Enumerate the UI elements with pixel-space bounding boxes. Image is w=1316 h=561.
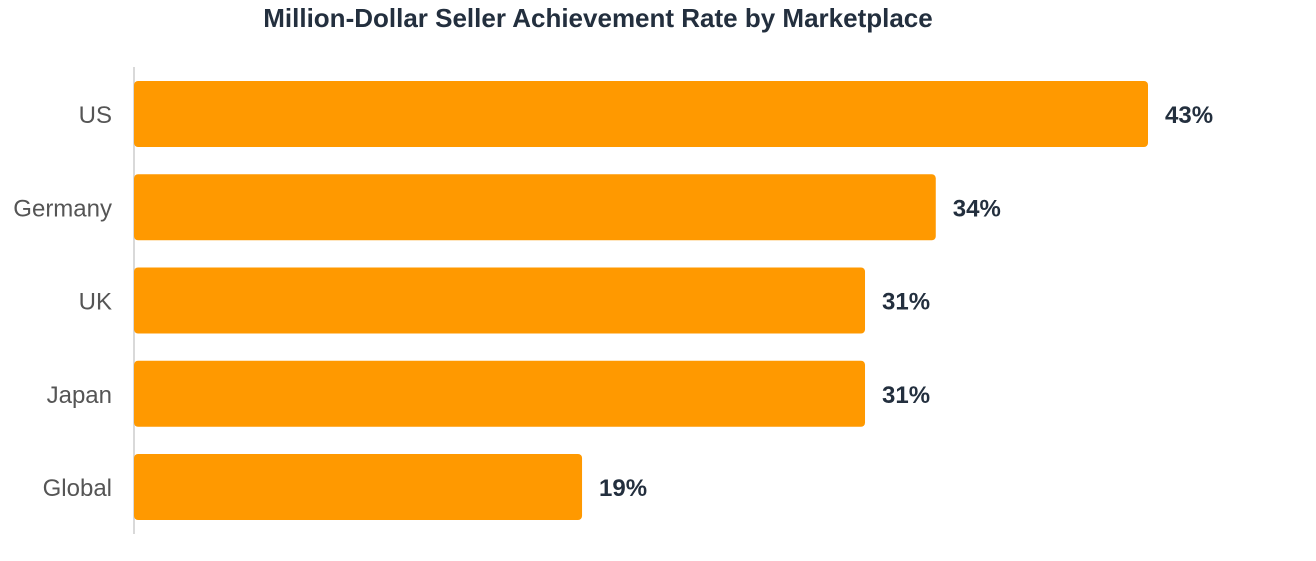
value-label: 34% (953, 195, 1001, 222)
value-label: 43% (1165, 102, 1213, 129)
chart-title: Million-Dollar Seller Achievement Rate b… (263, 3, 932, 33)
category-label: Global (43, 475, 112, 502)
value-label: 31% (882, 382, 930, 409)
value-label: 31% (882, 289, 930, 316)
category-label: Germany (13, 195, 112, 222)
value-label: 19% (599, 475, 647, 502)
category-label: UK (79, 289, 112, 316)
bar-us (134, 81, 1148, 147)
bars-group: US 43% Germany 34% UK 31% Japan 31% Global 19% (13, 81, 1213, 520)
bar-japan (134, 360, 866, 427)
bar-uk (134, 267, 866, 334)
category-label: US (79, 102, 112, 129)
bar-global (134, 454, 583, 520)
category-label: Japan (47, 382, 112, 409)
bar-germany (134, 174, 936, 241)
